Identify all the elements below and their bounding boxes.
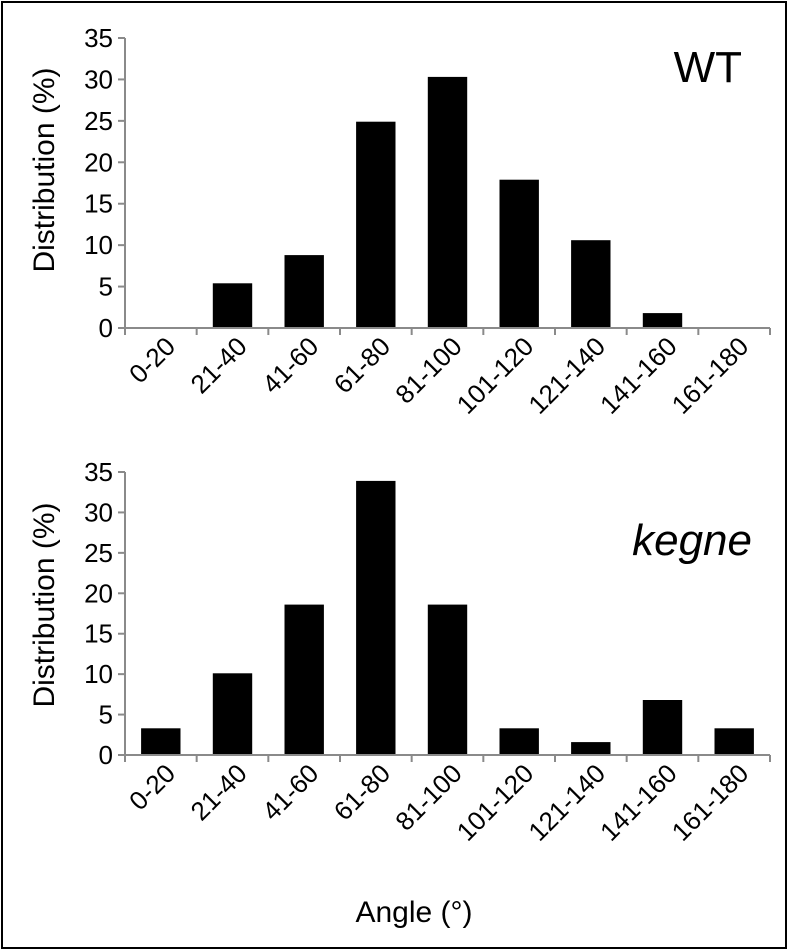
kegne-panel-label: kegne — [632, 516, 752, 565]
wt-x-tick-label: 21-40 — [185, 331, 253, 399]
kegne-x-tick-label: 61-80 — [328, 758, 396, 826]
wt-bar-121-140 — [571, 240, 611, 328]
wt-bar-61-80 — [356, 121, 396, 328]
wt-x-tick-label: 41-60 — [256, 331, 324, 399]
kegne-bar-21-40 — [212, 673, 253, 755]
wt-y-tick-label: 5 — [99, 272, 113, 302]
wt-x-tick-label: 61-80 — [328, 331, 396, 399]
wt-y-tick-label: 35 — [84, 23, 113, 53]
wt-y-tick-label: 25 — [84, 106, 113, 136]
wt-x-tick-label: 121-140 — [522, 331, 611, 420]
wt-bar-81-100 — [427, 76, 468, 329]
kegne-y-tick-label: 15 — [84, 619, 113, 649]
kegne-y-tick-label: 0 — [99, 740, 113, 770]
wt-bar-41-60 — [284, 255, 324, 328]
kegne-x-tick-label: 141-160 — [594, 758, 683, 847]
kegne-y-tick-label: 30 — [84, 497, 113, 527]
wt-y-tick-label: 15 — [84, 189, 113, 219]
kegne-bar-0-20 — [141, 728, 181, 755]
kegne-bar-81-100 — [427, 604, 468, 755]
kegne-y-tick-label: 20 — [84, 578, 113, 608]
wt-bar-141-160 — [642, 313, 683, 328]
wt-y-tick-label: 20 — [84, 147, 113, 177]
wt-x-tick-label: 0-20 — [123, 331, 181, 389]
kegne-bar-141-160 — [642, 700, 683, 755]
kegne-y-tick-label: 5 — [99, 700, 113, 730]
wt-y-axis-title: Distribution (%) — [28, 67, 61, 272]
kegne-bar-161-180 — [714, 728, 754, 755]
kegne-chart-panel: Distribution (%) kegne Angle (°) 0 5 10 15 2… — [28, 457, 771, 929]
wt-bar-21-40 — [212, 283, 253, 328]
wt-x-tick-label: 101-120 — [451, 331, 540, 420]
kegne-y-axis-title: Distribution (%) — [28, 502, 61, 707]
kegne-bar-121-140 — [571, 742, 611, 755]
kegne-x-tick-label: 121-140 — [522, 758, 611, 847]
kegne-bar-61-80 — [356, 480, 396, 755]
x-axis-title: Angle (°) — [355, 896, 472, 929]
wt-x-tick-label: 141-160 — [594, 331, 683, 420]
kegne-bar-101-120 — [499, 728, 539, 755]
kegne-y-tick-label: 25 — [84, 538, 113, 568]
wt-x-tick-label: 161-180 — [666, 331, 755, 420]
kegne-x-tick-label: 0-20 — [123, 758, 181, 816]
kegne-bar-41-60 — [284, 604, 324, 755]
wt-panel-label: WT — [674, 43, 742, 92]
wt-y-tick-label: 0 — [99, 313, 113, 343]
kegne-y-tick-label: 10 — [84, 659, 113, 689]
wt-chart-panel: Distribution (%) WT 0 5 10 15 20 25 30 35 0-20 21… — [28, 23, 771, 420]
kegne-x-tick-label: 101-120 — [451, 758, 540, 847]
wt-bar-101-120 — [499, 179, 539, 328]
kegne-x-tick-label: 41-60 — [256, 758, 324, 826]
wt-y-tick-label: 30 — [84, 64, 113, 94]
kegne-x-tick-label: 161-180 — [666, 758, 755, 847]
kegne-y-tick-label: 35 — [84, 457, 113, 487]
kegne-x-tick-label: 21-40 — [185, 758, 253, 826]
wt-y-tick-label: 10 — [84, 230, 113, 260]
